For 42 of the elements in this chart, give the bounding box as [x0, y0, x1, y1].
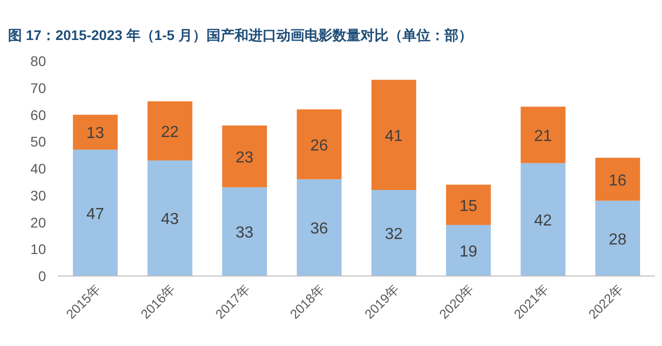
y-tick-label: 40: [30, 160, 46, 176]
y-tick-label: 30: [30, 187, 46, 204]
data-label: 36: [310, 220, 328, 238]
bar: [595, 200, 640, 276]
bar: [72, 150, 118, 276]
data-label: 26: [310, 137, 328, 154]
data-label: 19: [460, 243, 478, 260]
bar: [148, 101, 192, 160]
bar: [296, 109, 342, 180]
y-tick-label: 80: [30, 53, 46, 69]
y-tick-label: 70: [30, 80, 46, 96]
data-label: 13: [86, 125, 104, 142]
y-tick-label: 20: [30, 214, 46, 230]
data-label: 21: [534, 128, 552, 145]
data-label: 47: [86, 206, 104, 223]
y-tick-label: 60: [30, 106, 46, 123]
bar: [72, 114, 118, 150]
bar: [595, 158, 640, 201]
data-label: 15: [460, 198, 478, 215]
chart-title: 图 17：2015-2023 年（1-5 月）国产和进口动画电影数量对比（单位：部）: [8, 27, 472, 43]
bar: [446, 224, 491, 276]
bar: [296, 179, 342, 276]
bar: [222, 187, 267, 276]
y-tick-label: 50: [30, 134, 46, 150]
data-label: 32: [384, 226, 403, 243]
data-label: 42: [534, 212, 552, 230]
data-label: 23: [236, 149, 254, 166]
data-label: 22: [161, 124, 179, 141]
bar: [371, 190, 416, 276]
data-label: 16: [608, 172, 627, 190]
bar: [520, 106, 566, 164]
bar: [222, 126, 267, 188]
data-label: 43: [161, 211, 179, 228]
bar: [446, 184, 491, 225]
data-label: 41: [384, 128, 403, 145]
data-label: 33: [236, 224, 254, 242]
bar: [520, 163, 566, 276]
data-label: 28: [608, 231, 627, 248]
y-tick-label: 10: [30, 241, 46, 258]
bar: [371, 80, 416, 190]
bar: [148, 160, 192, 276]
y-tick-label: 0: [38, 268, 46, 284]
